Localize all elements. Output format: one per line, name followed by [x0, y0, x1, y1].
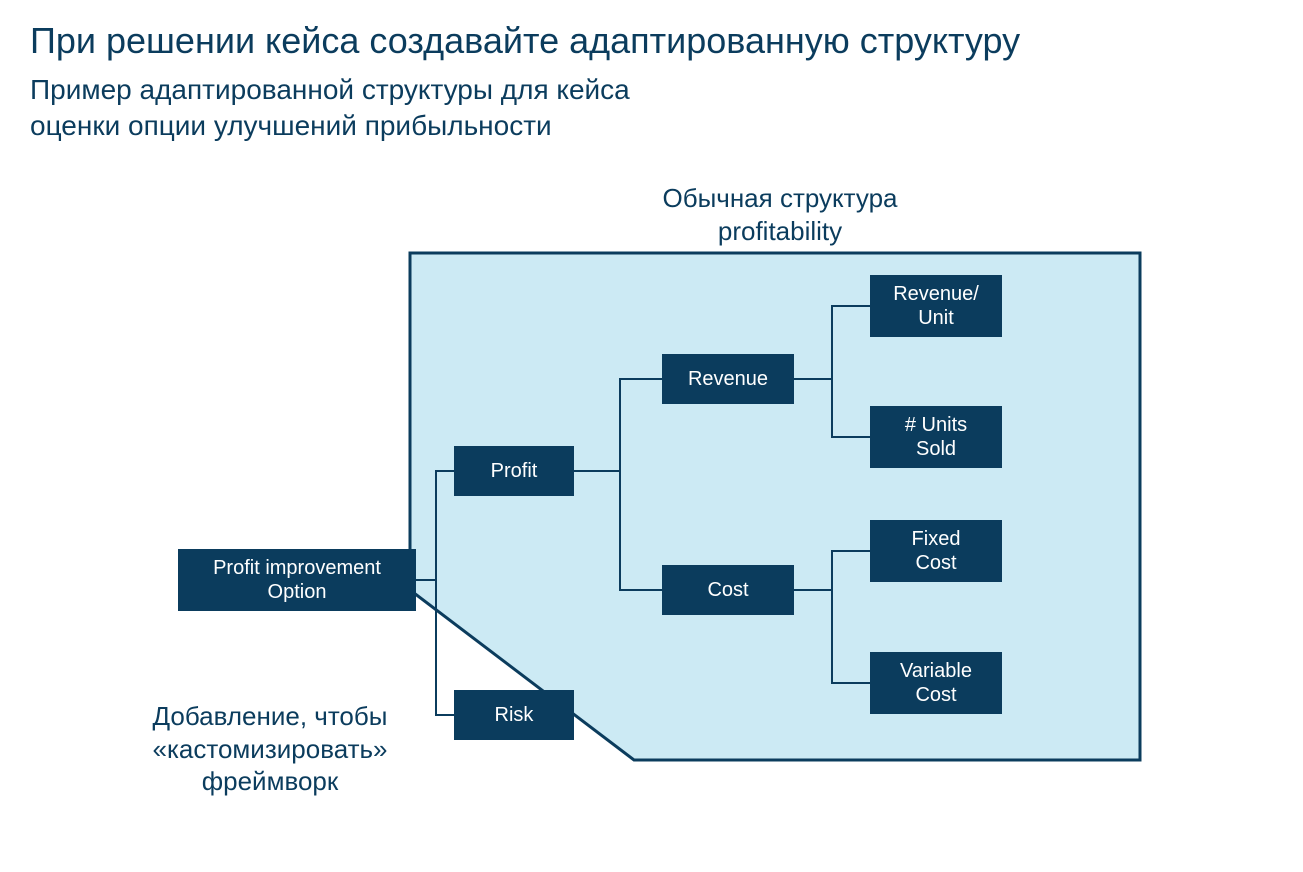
- region-label-line2: profitability: [718, 216, 842, 246]
- annotation-line2: «кастомизировать»: [152, 734, 387, 764]
- node-root-label: Profit improvement Option: [213, 556, 381, 604]
- node-profit: Profit: [454, 446, 574, 496]
- region-label: Обычная структура profitability: [560, 182, 1000, 247]
- connector-5: [794, 379, 870, 437]
- customize-annotation: Добавление, чтобы «кастомизировать» фрей…: [120, 700, 420, 798]
- node-revenue-per-unit: Revenue/ Unit: [870, 275, 1002, 337]
- connector-6: [794, 551, 870, 590]
- connectors-group: [416, 306, 870, 715]
- node-fixed-cost-label: Fixed Cost: [912, 527, 961, 575]
- node-root: Profit improvement Option: [178, 549, 416, 611]
- node-cost: Cost: [662, 565, 794, 615]
- subtitle-line1: Пример адаптированной структуры для кейс…: [30, 74, 630, 105]
- connector-1: [416, 580, 454, 715]
- annotation-line3: фреймворк: [202, 766, 339, 796]
- annotation-line1: Добавление, чтобы: [153, 701, 388, 731]
- connector-2: [574, 379, 662, 471]
- node-variable-cost-label: Variable Cost: [900, 659, 972, 707]
- connector-4: [794, 306, 870, 379]
- page-title: При решении кейса создавайте адаптирован…: [30, 20, 1020, 62]
- subtitle-line2: оценки опции улучшений прибыльности: [30, 110, 552, 141]
- node-risk: Risk: [454, 690, 574, 740]
- connector-7: [794, 590, 870, 683]
- region-label-line1: Обычная структура: [662, 183, 897, 213]
- node-variable-cost: Variable Cost: [870, 652, 1002, 714]
- node-revenue: Revenue: [662, 354, 794, 404]
- node-units-sold-label: # Units Sold: [905, 413, 967, 461]
- connector-0: [416, 471, 454, 580]
- page-subtitle: Пример адаптированной структуры для кейс…: [30, 72, 630, 145]
- node-units-sold: # Units Sold: [870, 406, 1002, 468]
- node-fixed-cost: Fixed Cost: [870, 520, 1002, 582]
- connector-3: [574, 471, 662, 590]
- profitability-region-polygon: [410, 253, 1140, 760]
- node-revenue-per-unit-label: Revenue/ Unit: [893, 282, 979, 330]
